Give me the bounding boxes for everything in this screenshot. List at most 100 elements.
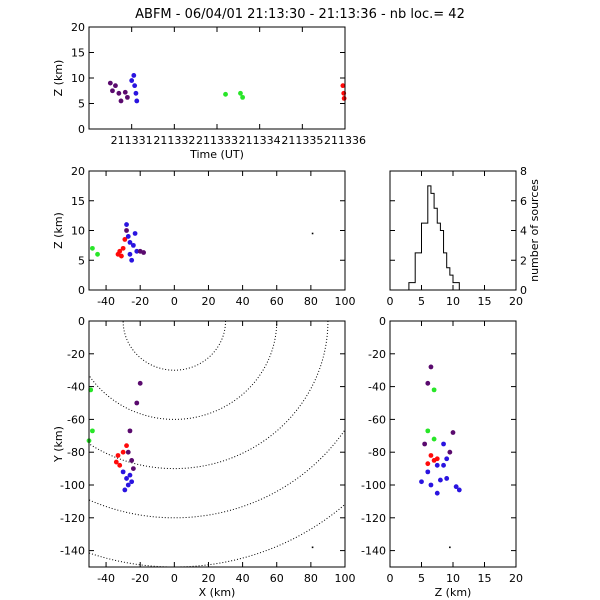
x-tick-label: 40 (236, 572, 250, 585)
y-tick-label: 5 (78, 98, 85, 111)
panel-x-z: -40 -20 0 20 40 60 80 100 0 5 10 15 20 Z (km) (52, 165, 356, 308)
source-point (441, 441, 446, 447)
source-point (341, 96, 347, 101)
source-point (127, 428, 133, 434)
y-tick-label: 20 (71, 21, 85, 34)
source-point (90, 245, 95, 251)
source-point (434, 456, 440, 462)
source-point (132, 83, 138, 89)
source-point (223, 91, 228, 97)
x-tick-label: 0 (387, 295, 394, 308)
source-point (127, 251, 133, 257)
source-point (124, 222, 129, 227)
source-point (88, 387, 94, 393)
source-point (113, 459, 119, 465)
y-tick-label: 20 (71, 165, 85, 178)
panel-x-y: -40 -20 0 20 40 60 80 100 0 -20 -40 -60 -80 -100 -120 -… (52, 315, 356, 599)
y-tick-label: 5 (78, 254, 85, 267)
source-point (125, 234, 131, 239)
plot-frame (88, 26, 346, 130)
source-point (425, 380, 431, 386)
y-axis-label: Y (km) (52, 426, 65, 463)
x-axis-label: Z (km) (435, 586, 472, 599)
x-tick-label: 20 (201, 572, 215, 585)
x-tick-label: 5 (418, 295, 425, 308)
y-tick-label: -40 (67, 381, 85, 394)
source-point (141, 250, 147, 255)
y-axis-label: Z (km) (52, 212, 65, 249)
x-tick-label: 211335 (281, 134, 323, 147)
x-tick-label: 0 (171, 295, 178, 308)
source-point (240, 94, 246, 100)
x-tick-label: 0 (387, 572, 394, 585)
y-tick-label: 10 (71, 72, 85, 85)
source-point (122, 89, 128, 95)
source-point (428, 482, 434, 488)
y-tick-label: -60 (368, 413, 386, 426)
range-ring (122, 321, 227, 371)
source-point (124, 443, 129, 449)
x-tick-label: -20 (131, 295, 149, 308)
y-axis-label: Z (km) (52, 60, 65, 97)
y-tick-label: -120 (60, 512, 85, 525)
source-point (117, 462, 123, 468)
source-point (107, 80, 113, 86)
y-tick-label: 15 (71, 47, 85, 60)
source-point (447, 449, 453, 455)
source-point (124, 228, 129, 233)
x-axis-label: X (km) (199, 586, 236, 599)
source-point (425, 461, 431, 467)
source-point (127, 240, 133, 245)
source-point (425, 469, 431, 475)
x-tick-label: 211333 (196, 134, 238, 147)
source-point (120, 245, 126, 251)
y-tick-label: 2 (520, 254, 527, 267)
station-marker (311, 232, 314, 235)
x-tick-label: 100 (335, 572, 356, 585)
y-axis-label: number of sources (528, 179, 541, 282)
source-point (431, 387, 437, 393)
source-point (134, 98, 140, 104)
source-point (132, 231, 138, 236)
y-tick-label: -20 (368, 348, 386, 361)
panel-z-y: 0 5 10 15 20 0 -20 -40 -60 -80 -100 -120 -140 Z (km) (361, 315, 523, 599)
x-tick-label: 20 (509, 295, 523, 308)
source-point (95, 251, 100, 257)
x-tick-label: 15 (478, 295, 492, 308)
source-point (122, 237, 128, 242)
source-point (115, 453, 121, 458)
station-marker (311, 546, 314, 549)
x-tick-label: 80 (304, 572, 318, 585)
x-tick-label: 60 (270, 295, 284, 308)
source-point (125, 94, 130, 100)
source-point (110, 88, 115, 94)
source-point (125, 482, 131, 488)
source-point (131, 73, 137, 78)
source-point (116, 90, 122, 96)
y-tick-label: 0 (78, 123, 85, 136)
x-tick-label: 211336 (324, 134, 366, 147)
source-point (434, 490, 440, 496)
source-point (130, 466, 136, 471)
source-point (90, 428, 95, 434)
source-point (117, 248, 123, 254)
source-point (130, 242, 136, 248)
source-point (127, 472, 133, 478)
x-tick-label: 0 (171, 572, 178, 585)
source-point (456, 487, 462, 493)
source-point (119, 253, 124, 259)
x-axis-label: Time (UT) (189, 148, 244, 161)
y-tick-label: -140 (60, 545, 85, 558)
x-tick-label: 80 (304, 295, 318, 308)
source-point (438, 477, 443, 483)
station-marker (449, 546, 451, 549)
x-tick-label: 211334 (239, 134, 281, 147)
source-point (444, 476, 450, 481)
source-point (428, 364, 434, 370)
source-point (120, 449, 126, 455)
y-tick-label: 0 (520, 284, 527, 297)
y-tick-label: -40 (368, 381, 386, 394)
y-tick-label: -140 (361, 545, 386, 558)
